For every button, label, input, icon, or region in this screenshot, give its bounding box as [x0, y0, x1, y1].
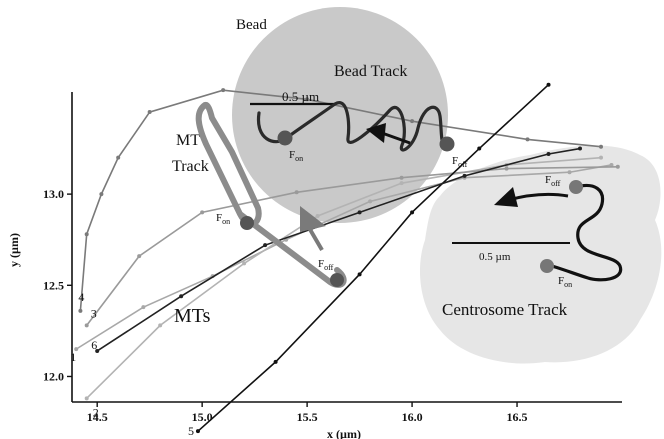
data-point [315, 214, 320, 218]
data-point [399, 175, 404, 180]
bead-track-label: Bead Track [334, 63, 407, 80]
bead-direction-arrow [381, 131, 411, 145]
series-label: 3 [91, 306, 97, 320]
mts-label: MTs [174, 305, 211, 327]
series-3: 3 [84, 164, 620, 328]
centrosome-arrowhead-icon [494, 187, 518, 207]
data-point [504, 166, 509, 171]
mt-track-label-line1: MT [176, 132, 200, 149]
data-point [263, 243, 268, 248]
centrosome-track-label: Centrosome Track [442, 300, 568, 319]
data-point [179, 294, 184, 299]
y-axis-title: y (µm) [7, 233, 21, 267]
centrosome-foff-label: Foff [545, 174, 561, 188]
series-1: 1 [70, 162, 614, 364]
data-point [599, 155, 604, 160]
series-5: 5 [188, 82, 551, 438]
bead-fon-label: Fon [289, 149, 303, 163]
data-point [200, 210, 205, 215]
series-6: 6 [91, 146, 583, 353]
series-label: 5 [188, 424, 194, 438]
y-tick-label: 12.0 [43, 369, 64, 383]
data-point [546, 82, 551, 87]
data-point [609, 162, 614, 167]
bead-fon-marker [277, 130, 293, 146]
data-point [410, 119, 415, 124]
x-tick-label: 16.5 [507, 410, 528, 424]
bead-label: Bead [236, 17, 267, 33]
mt-fon-label: Fon [216, 212, 230, 226]
mt-foff-marker [330, 273, 344, 287]
data-point [368, 199, 373, 204]
data-point [137, 254, 142, 259]
data-point [84, 323, 89, 328]
mt-track-label-line2: Track [172, 158, 209, 175]
data-point [357, 210, 362, 215]
y-tick-label: 12.5 [43, 278, 64, 292]
data-point [221, 88, 226, 93]
series-line [197, 84, 550, 432]
series-line [79, 89, 602, 311]
bead-circle [232, 7, 448, 223]
data-point [95, 348, 100, 353]
series-4: 4 [78, 88, 604, 313]
series-line [75, 164, 612, 350]
bead-track-path [256, 100, 449, 152]
data-point [357, 272, 362, 277]
data-point [462, 173, 467, 178]
x-tick-label: 16.0 [402, 410, 423, 424]
centrosome-foff-marker [569, 180, 583, 194]
data-point [525, 137, 530, 142]
data-point [116, 155, 121, 160]
data-point [578, 146, 583, 151]
series-label: 6 [91, 338, 97, 352]
bead-scale-label: 0.5 µm [282, 89, 319, 104]
x-axis-title: x (µm) [327, 427, 361, 439]
data-point [99, 192, 104, 197]
mt-direction-arrow [306, 224, 324, 252]
data-point [195, 429, 200, 434]
data-point [84, 396, 89, 401]
data-point [410, 210, 415, 215]
mt-arrowhead-icon [300, 206, 326, 232]
centrosome-scale-label: 0.5 µm [479, 251, 511, 263]
data-point [305, 97, 310, 102]
bead-foff-label: Foff [452, 155, 468, 169]
x-tick-label: 15.5 [297, 410, 318, 424]
data-point [615, 164, 620, 169]
data-point [477, 146, 482, 151]
data-point [567, 170, 572, 175]
data-point [74, 347, 79, 352]
centrosome-track-path [546, 183, 623, 282]
series-label: 1 [70, 350, 76, 364]
data-point [84, 232, 89, 237]
series-label: 4 [78, 290, 84, 304]
data-point [294, 190, 299, 195]
data-point [158, 323, 163, 328]
data-point [147, 110, 152, 115]
data-point [141, 305, 146, 310]
data-point [399, 181, 404, 186]
series-label: 2 [93, 405, 99, 419]
data-point [599, 144, 604, 149]
mt-fon-marker [240, 216, 254, 230]
mt-foff-label: Foff [318, 258, 334, 272]
y-tick-label: 13.0 [43, 187, 64, 201]
data-point [242, 261, 247, 266]
centrosome-fon-marker [540, 259, 554, 273]
x-tick-label: 14.5 [87, 410, 108, 424]
data-point [546, 152, 551, 156]
data-point [78, 308, 83, 313]
bead-foff-marker [439, 136, 455, 152]
data-point [273, 359, 278, 364]
bead-arrowhead-icon [366, 123, 386, 143]
centrosome-fon-label: Fon [558, 275, 572, 289]
x-tick-label: 15.0 [192, 410, 213, 424]
